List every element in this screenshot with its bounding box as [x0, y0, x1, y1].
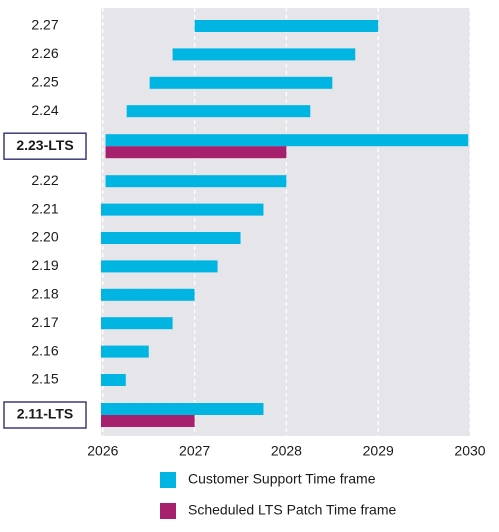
x-tick-label: 2027	[179, 443, 210, 459]
y-tick-label: 2.27	[31, 17, 58, 33]
y-tick-label: 2.20	[31, 229, 58, 245]
bar	[101, 403, 264, 415]
y-tick-label: 2.15	[31, 371, 58, 387]
legend-swatch	[160, 472, 176, 488]
bar	[194, 20, 379, 32]
highlight-box	[3, 132, 87, 160]
bar	[172, 48, 356, 61]
y-tick-label: 2.22	[31, 172, 58, 188]
legend-label: Scheduled LTS Patch Time frame	[188, 502, 396, 518]
bar	[101, 260, 218, 273]
x-tick-label: 2026	[87, 443, 118, 459]
y-tick-label: 2.11-LTS	[17, 406, 74, 422]
y-tick-label: 2.17	[31, 314, 58, 330]
bar	[101, 232, 241, 244]
highlight-box	[3, 401, 87, 429]
y-tick-label: 2.18	[31, 286, 58, 302]
bar	[105, 146, 287, 159]
bar	[126, 105, 311, 118]
y-tick-label: 2.24	[31, 102, 58, 118]
y-tick-label: 2.19	[31, 257, 58, 273]
x-tick-label: 2028	[271, 443, 302, 459]
plot-background	[101, 8, 470, 436]
bar	[101, 415, 195, 427]
x-tick-label: 2030	[454, 443, 485, 459]
bar	[105, 134, 469, 147]
y-tick-label: 2.21	[31, 200, 58, 216]
y-tick-label: 2.23-LTS	[16, 137, 73, 153]
y-tick-label: 2.26	[31, 45, 58, 61]
y-tick-label: 2.16	[31, 342, 58, 358]
bar	[101, 374, 126, 386]
bar	[101, 203, 264, 216]
legend-label: Customer Support Time frame	[188, 471, 376, 487]
bar	[101, 317, 173, 330]
bar	[105, 175, 287, 188]
legend-swatch	[160, 503, 176, 519]
bar	[101, 345, 149, 358]
bar	[101, 288, 195, 301]
x-tick-label: 2029	[363, 443, 394, 459]
bar	[149, 76, 333, 89]
y-tick-label: 2.25	[31, 74, 58, 90]
